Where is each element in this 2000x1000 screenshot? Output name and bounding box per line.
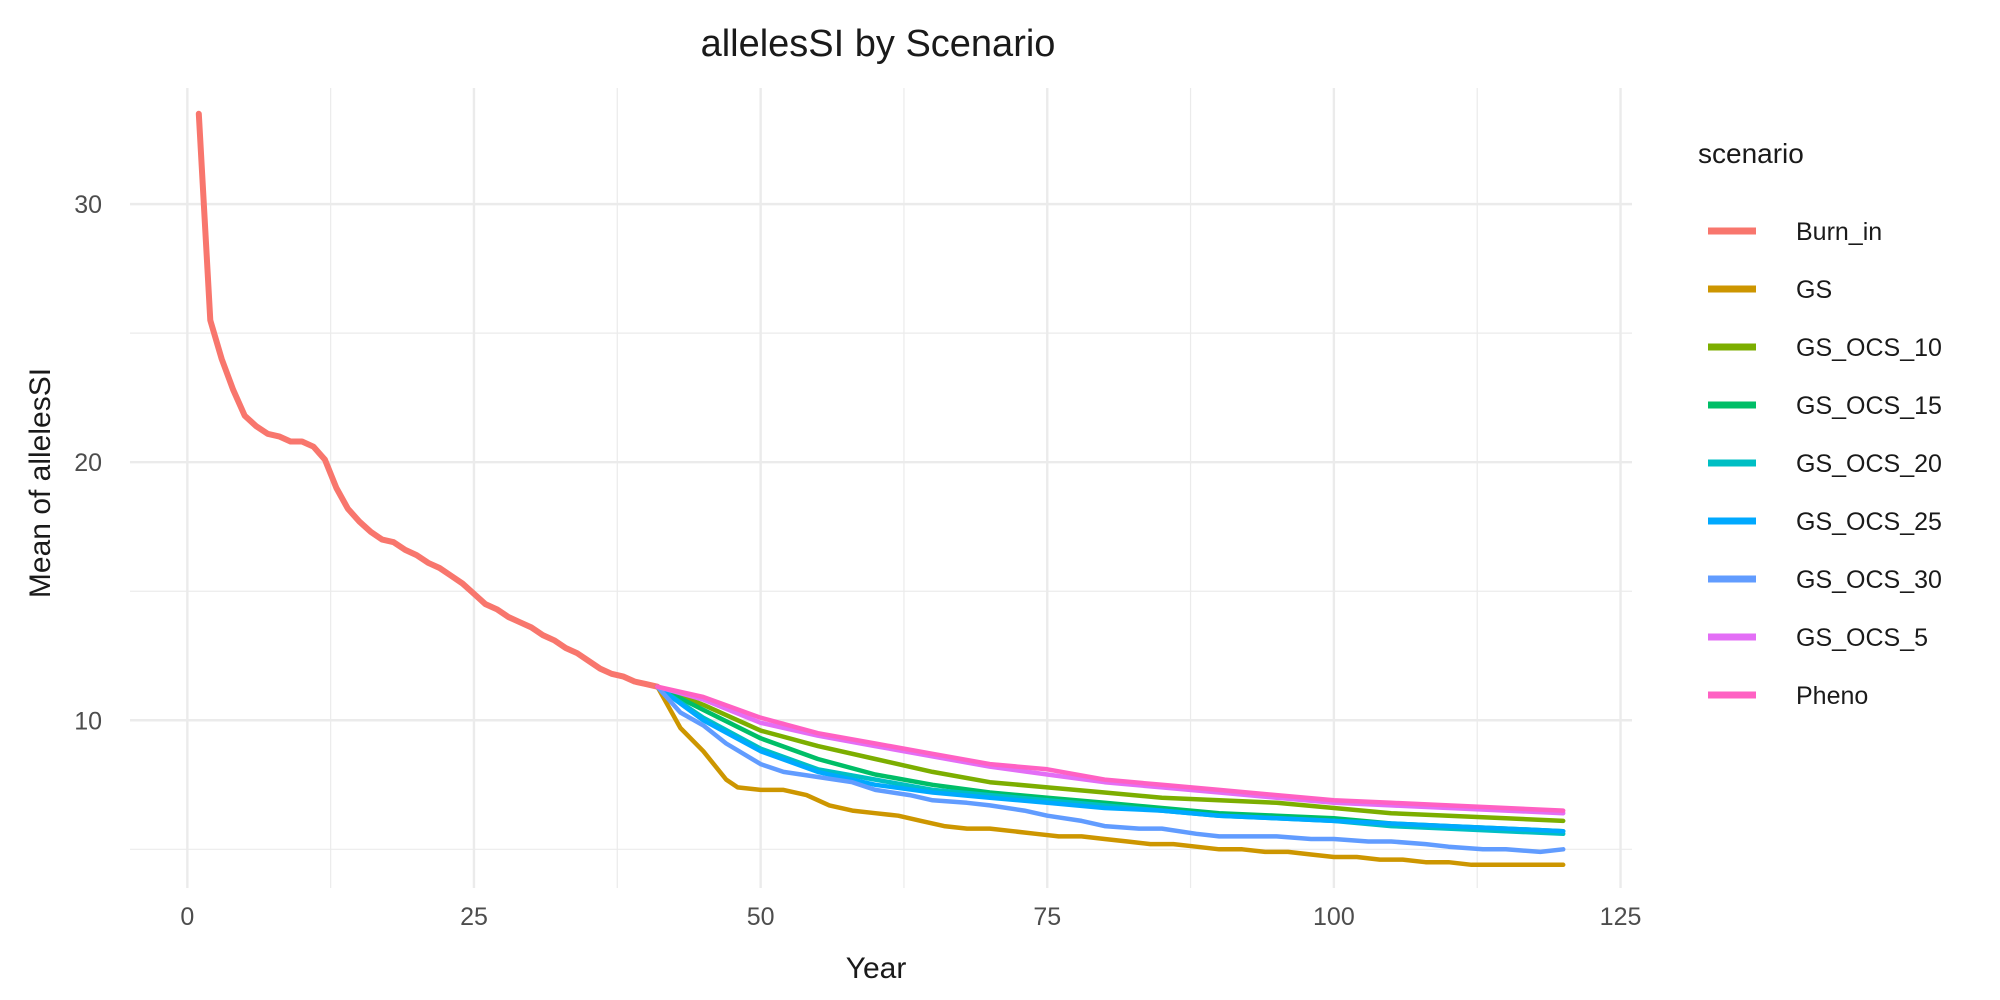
x-tick-label: 100: [1313, 903, 1355, 931]
legend-label-gs: GS: [1796, 276, 1832, 304]
series-line-gs-ocs-5: [655, 684, 1566, 816]
series-line-gs: [655, 684, 1566, 868]
x-tick-label: 125: [1600, 903, 1642, 931]
x-tick-label: 50: [747, 903, 775, 931]
legend-label-burn-in: Burn_in: [1796, 218, 1882, 246]
x-tick-label: 25: [460, 903, 488, 931]
tick-labels: 0 25 50 75 100 125 10 20 30: [74, 191, 1641, 931]
legend-label-gs-ocs-5: GS_OCS_5: [1796, 624, 1928, 652]
legend: scenario Burn_in GS GS_OCS_10 GS_OCS_15 GS_O…: [1698, 138, 1942, 710]
legend-label-gs-ocs-20: GS_OCS_20: [1796, 450, 1942, 478]
x-tick-label: 75: [1033, 903, 1061, 931]
chart-title: allelesSI by Scenario: [701, 23, 1056, 65]
series-lines: [195, 110, 1566, 868]
y-tick-label: 30: [74, 191, 102, 219]
series-line-burn-in: [195, 110, 661, 690]
series-line-pheno: [655, 684, 1566, 813]
grid: [130, 88, 1632, 888]
legend-label-gs-ocs-10: GS_OCS_10: [1796, 334, 1942, 362]
legend-label-gs-ocs-25: GS_OCS_25: [1796, 508, 1942, 536]
y-tick-label: 10: [74, 707, 102, 735]
x-axis-title: Year: [846, 952, 907, 985]
series-line-gs-ocs-10: [655, 684, 1566, 824]
legend-label-pheno: Pheno: [1796, 682, 1868, 710]
legend-label-gs-ocs-30: GS_OCS_30: [1796, 566, 1942, 594]
y-axis-title: Mean of allelesSI: [24, 368, 57, 598]
legend-title: scenario: [1698, 138, 1804, 169]
x-tick-label: 0: [180, 903, 194, 931]
series-line-gs-ocs-25: [655, 684, 1566, 834]
legend-label-gs-ocs-15: GS_OCS_15: [1796, 392, 1942, 420]
series-line-gs-ocs-30: [655, 684, 1566, 855]
series-line-gs-ocs-20: [655, 684, 1566, 837]
y-tick-label: 20: [74, 449, 102, 477]
